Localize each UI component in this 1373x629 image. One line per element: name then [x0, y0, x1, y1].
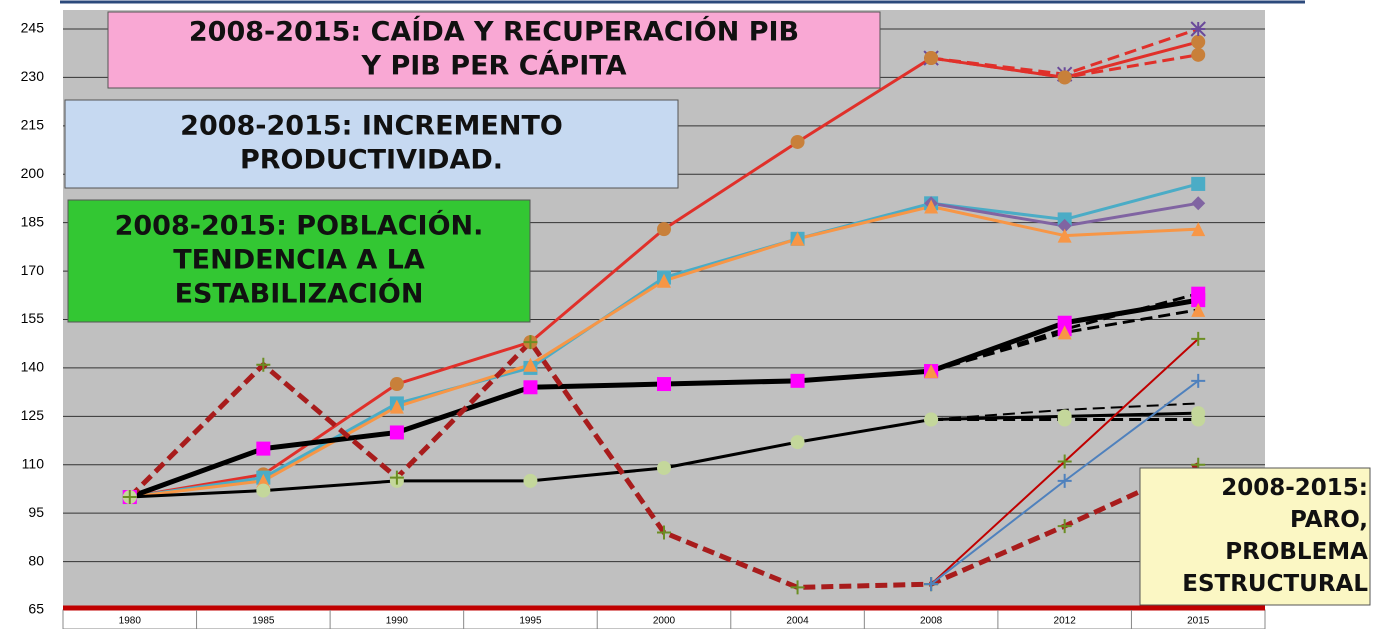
- x-tick-label: 1985: [252, 616, 275, 627]
- y-tick-label: 110: [22, 455, 45, 471]
- y-tick-label: 140: [21, 359, 45, 375]
- marker: [523, 380, 538, 395]
- annotation-text: Y PIB PER CÁPITA: [361, 50, 627, 82]
- y-tick-label: 155: [21, 310, 45, 326]
- marker: [1191, 302, 1206, 317]
- marker: [256, 357, 271, 372]
- marker: [523, 357, 538, 372]
- annotation-text: 2008-2015:: [1221, 475, 1368, 501]
- x-tick-label: 1980: [119, 616, 142, 627]
- annotation-text: PRODUCTIVIDAD.: [240, 145, 503, 176]
- annotation-text: 2008-2015: INCREMENTO: [180, 111, 563, 142]
- y-tick-label: 125: [21, 407, 45, 423]
- marker: [1191, 176, 1206, 191]
- annotation-box: [107, 11, 881, 89]
- marker: [1057, 519, 1072, 534]
- marker: [389, 399, 404, 414]
- marker: [1057, 412, 1072, 427]
- marker: [523, 335, 538, 350]
- x-tick-label: 1995: [519, 616, 542, 627]
- marker: [1191, 373, 1206, 388]
- marker: [122, 490, 137, 505]
- marker: [657, 273, 671, 288]
- marker: [389, 377, 404, 392]
- marker: [256, 473, 271, 488]
- x-tick-label: 2008: [920, 616, 943, 627]
- marker: [924, 364, 939, 379]
- marker: [1057, 473, 1072, 488]
- y-tick-label: 245: [21, 20, 45, 36]
- marker: [389, 470, 404, 485]
- x-tick-label: 2000: [653, 616, 676, 627]
- marker: [657, 525, 671, 540]
- x-tick-label: 1990: [386, 616, 409, 627]
- marker: [790, 231, 805, 246]
- marker: [1057, 454, 1072, 469]
- annotation-text: TENDENCIA A LA: [173, 245, 425, 276]
- y-tick-label: 200: [21, 165, 45, 181]
- annotation-text: PROBLEMA: [1225, 539, 1368, 565]
- annotation-text: ESTABILIZACIÓN: [175, 278, 424, 310]
- marker: [1191, 286, 1206, 301]
- x-tick-label: 2015: [1187, 616, 1210, 627]
- annotation-box: [64, 99, 679, 189]
- marker: [790, 134, 805, 149]
- marker: [389, 425, 404, 440]
- annotation-text: ESTRUCTURAL: [1182, 571, 1368, 597]
- marker: [523, 473, 538, 488]
- y-tick-label: 185: [21, 213, 45, 229]
- marker: [1057, 70, 1072, 85]
- marker: [924, 577, 939, 592]
- marker: [924, 199, 939, 214]
- series-line: [930, 308, 1199, 373]
- marker: [657, 460, 671, 475]
- marker: [790, 580, 805, 595]
- marker: [924, 412, 939, 427]
- y-tick-label: 170: [21, 262, 45, 278]
- marker: [1057, 228, 1072, 243]
- marker: [1057, 325, 1072, 340]
- y-tick-label: 95: [28, 504, 44, 520]
- marker: [657, 222, 671, 237]
- marker: [1191, 34, 1206, 49]
- marker: [657, 377, 671, 392]
- marker: [790, 435, 805, 450]
- y-tick-label: 215: [21, 117, 45, 133]
- marker: [1191, 331, 1206, 346]
- marker: [1191, 222, 1206, 237]
- marker: [1190, 21, 1206, 37]
- annotation-text: 2008-2015: CAÍDA Y RECUPERACIÓN PIB: [189, 16, 799, 48]
- marker: [790, 373, 805, 388]
- x-tick-label: 2012: [1054, 616, 1077, 627]
- y-tick-label: 80: [28, 552, 44, 568]
- marker: [1191, 47, 1206, 62]
- marker: [1191, 196, 1206, 211]
- marker: [924, 51, 939, 66]
- annotation-text: 2008-2015: POBLACIÓN.: [115, 210, 484, 242]
- marker: [256, 483, 271, 498]
- marker: [1191, 412, 1206, 427]
- marker: [1057, 218, 1072, 233]
- marker: [256, 441, 271, 456]
- annotation-box: [67, 199, 531, 323]
- annotation-box: [1139, 467, 1371, 606]
- y-tick-label: 65: [28, 601, 44, 617]
- y-tick-label: 230: [21, 68, 45, 84]
- annotation-text: PARO,: [1290, 507, 1368, 533]
- x-tick-label: 2004: [786, 616, 809, 627]
